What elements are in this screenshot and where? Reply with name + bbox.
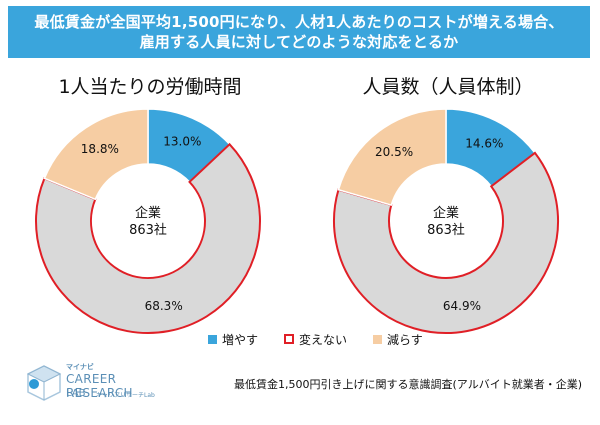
legend-swatch-decrease xyxy=(373,334,383,344)
donut-slice-decrease xyxy=(43,108,149,201)
chart-panel-working-hours: 13.0% 68.3% 18.8% 企業 863社 1人当たりの労働時間 xyxy=(0,66,300,346)
logo-brand-lab: LAB xyxy=(66,388,86,399)
logo-brand-top: マイナビ xyxy=(66,363,94,371)
data-label-increase: 14.6% xyxy=(465,136,503,150)
title-banner: 最低賃金が全国平均1,500円になり、人材1人あたりのコストが増える場合、 雇用… xyxy=(8,6,590,58)
center-label-count: 863社 xyxy=(129,222,167,238)
legend-label-increase: 増やす xyxy=(222,332,259,347)
data-label-nochange: 64.9% xyxy=(443,299,481,313)
title-line-1: 最低賃金が全国平均1,500円になり、人材1人あたりのコストが増える場合、 xyxy=(34,13,564,31)
chart-title-working-hours: 1人当たりの労働時間 xyxy=(58,76,242,98)
legend: 増やす 変えない 減らす xyxy=(208,330,423,348)
legend-swatch-increase xyxy=(208,334,217,344)
chart-title-headcount: 人員数（人員体制） xyxy=(362,76,534,98)
legend-item-nochange: 変えない xyxy=(284,331,347,348)
data-label-increase: 13.0% xyxy=(163,135,201,149)
data-label-nochange: 68.3% xyxy=(145,299,183,313)
legend-swatch-nochange xyxy=(284,334,295,344)
legend-label-nochange: 変えない xyxy=(299,332,348,347)
legend-item-decrease: 減らす xyxy=(373,331,423,348)
career-research-lab-logo: マイナビ CAREER RESEARCH LAB キャリアリサーチLab xyxy=(26,360,176,412)
data-label-decrease: 20.5% xyxy=(375,145,413,159)
title-line-2: 雇用する人員に対してどのような対応をとるか xyxy=(139,33,459,51)
center-label-kind: 企業 xyxy=(433,205,459,221)
logo-brand-main: CAREER RESEARCH xyxy=(66,372,133,400)
data-label-decrease: 18.8% xyxy=(81,142,119,156)
logo-brand-sub: キャリアリサーチLab xyxy=(96,392,155,399)
donut-slice-nochange xyxy=(333,151,559,334)
donut-slice-nochange xyxy=(35,142,261,334)
cube-logo-icon xyxy=(26,365,62,401)
legend-label-decrease: 減らす xyxy=(387,332,423,347)
center-label-count: 863社 xyxy=(427,222,465,238)
source-footnote: 最低賃金1,500円引き上げに関する意識調査(アルバイト就業者・企業) xyxy=(234,378,582,391)
donut-slice-decrease xyxy=(337,108,447,207)
chart-panel-headcount: 14.6% 64.9% 20.5% 企業 863社 人員数（人員体制） xyxy=(298,66,598,346)
legend-item-increase: 増やす xyxy=(208,331,258,348)
center-label-kind: 企業 xyxy=(135,205,161,221)
